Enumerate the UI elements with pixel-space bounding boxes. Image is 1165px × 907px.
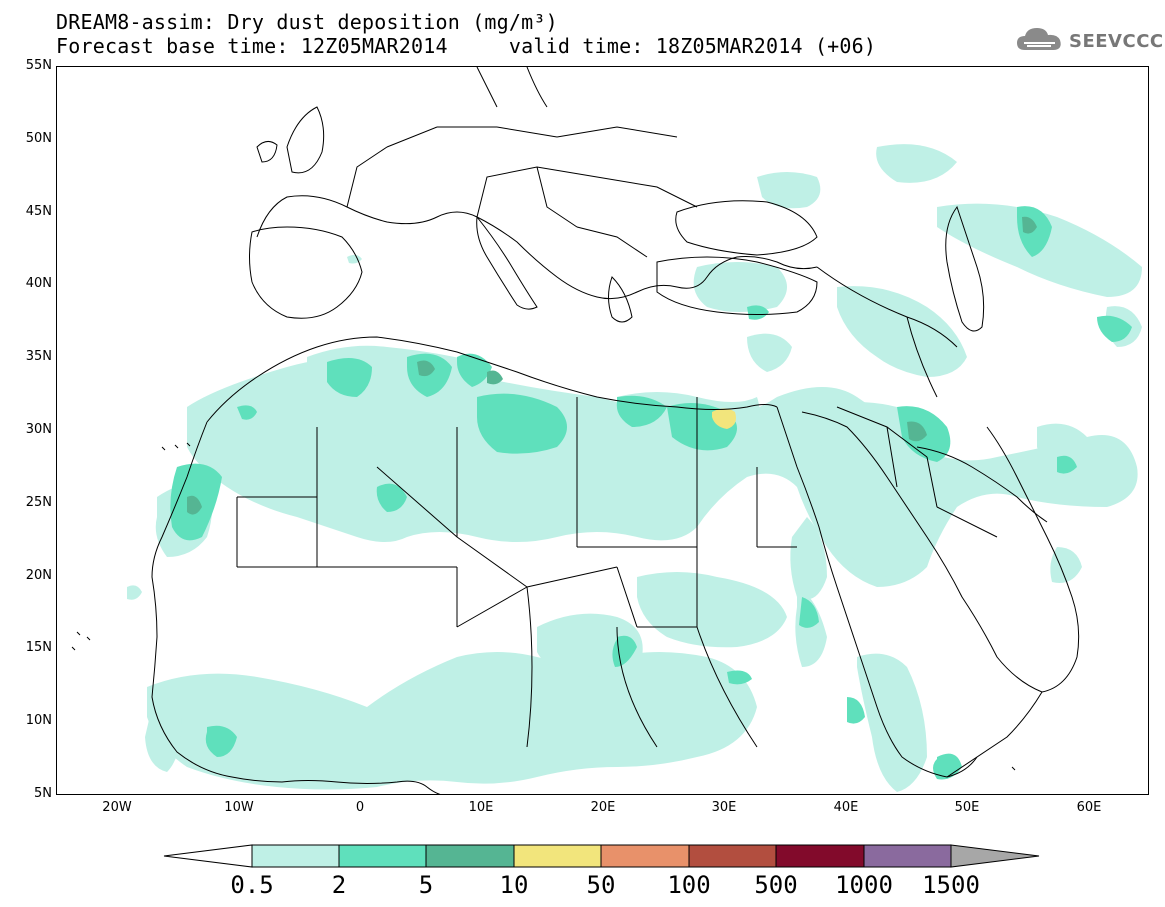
colorbar-bin-1: [338, 844, 427, 868]
lon-label-20w: 20W: [102, 800, 132, 815]
forecast-time-line: Forecast base time: 12Z05MAR2014 valid t…: [56, 34, 877, 58]
colorbar-bin-0: [251, 844, 340, 868]
lon-label-10w: 10W: [224, 800, 254, 815]
colorbar-label-50: 50: [586, 871, 616, 899]
lon-label-60e: 60E: [1076, 800, 1102, 815]
lat-label-45n: 45N: [25, 204, 52, 219]
colorbar-bin-4: [600, 844, 690, 868]
lon-label-10e: 10E: [468, 800, 494, 815]
lat-label-5n: 5N: [34, 786, 52, 801]
dust-field-0.5-2: [127, 144, 1142, 792]
lat-label-50n: 50N: [25, 131, 52, 146]
lat-label-55n: 55N: [25, 58, 52, 73]
colorbar-under-triangle: [163, 844, 253, 868]
lon-label-30e: 30E: [711, 800, 737, 815]
logo-text: SEEVCCC: [1069, 30, 1164, 52]
colorbar-label-1000: 1000: [835, 871, 893, 899]
colorbar-label-100: 100: [667, 871, 711, 899]
country-borders: [71, 67, 1080, 794]
colorbar-label-5: 5: [418, 871, 434, 899]
map-area: [56, 66, 1149, 795]
colorbar-bin-6: [775, 844, 865, 868]
dust-map: [71, 67, 1142, 794]
lon-label-20e: 20E: [590, 800, 616, 815]
cloud-icon: [1015, 24, 1065, 58]
seevccc-logo: SEEVCCC: [1015, 24, 1164, 58]
dust-field-5-10: [187, 216, 1037, 515]
colorbar-label-2: 2: [331, 871, 347, 899]
colorbar-bin-7: [863, 844, 952, 868]
map-title: DREAM8-assim: Dry dust deposition (mg/m³…: [56, 10, 558, 34]
colorbar-bin-5: [688, 844, 777, 868]
lon-label-50e: 50E: [954, 800, 980, 815]
colorbar-over-triangle: [950, 844, 1040, 868]
colorbar: [163, 844, 1040, 868]
dust-field-10-50: [712, 408, 736, 429]
colorbar-label-500: 500: [754, 871, 798, 899]
colorbar-label-0.5: 0.5: [230, 871, 274, 899]
lat-label-20n: 20N: [25, 568, 52, 583]
lat-label-35n: 35N: [25, 349, 52, 364]
lon-label-40e: 40E: [833, 800, 859, 815]
colorbar-bin-3: [513, 844, 602, 868]
colorbar-bin-2: [425, 844, 515, 868]
lon-label-0: 0: [355, 800, 365, 815]
lat-label-25n: 25N: [25, 495, 52, 510]
colorbar-label-10: 10: [499, 871, 529, 899]
lat-label-10n: 10N: [25, 713, 52, 728]
colorbar-label-1500: 1500: [922, 871, 980, 899]
lat-label-30n: 30N: [25, 422, 52, 437]
lat-label-40n: 40N: [25, 276, 52, 291]
lat-label-15n: 15N: [25, 640, 52, 655]
